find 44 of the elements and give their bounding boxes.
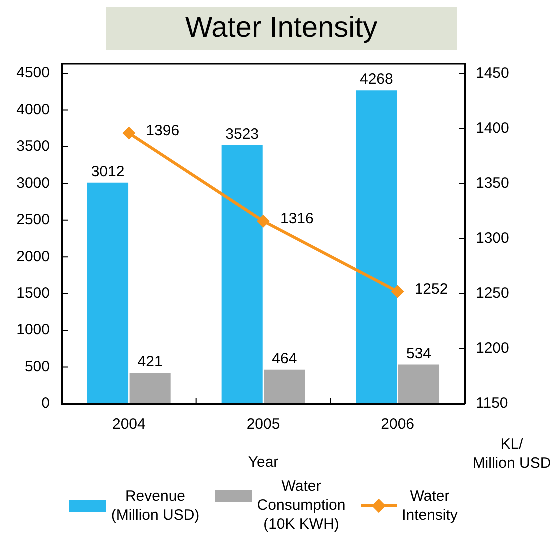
- x-tick-label: 2004: [112, 416, 146, 434]
- y-tick-label: 3000: [16, 174, 50, 192]
- data-label: 464: [272, 350, 298, 368]
- data-label: 4268: [360, 71, 394, 88]
- bar: [222, 145, 263, 404]
- legend-label: Revenue (Million USD): [110, 486, 200, 524]
- data-label: 1316: [280, 210, 314, 228]
- y-tick-label: 3500: [16, 138, 50, 156]
- point: [122, 126, 136, 140]
- data-label: 3012: [91, 163, 125, 180]
- y2-axis-title: KL/ Million USD: [472, 435, 552, 473]
- y-tick-label: 2000: [16, 248, 50, 266]
- bar: [87, 182, 129, 404]
- x-tick-label: 2006: [381, 416, 415, 434]
- y2-tick-label: 1300: [476, 230, 510, 248]
- y-tick-label: 4000: [16, 101, 50, 118]
- x-axis-title: Year: [248, 454, 279, 472]
- y-tick-label: 500: [24, 358, 50, 376]
- data-label: 3523: [226, 126, 260, 143]
- y-tick-label: 2500: [16, 212, 50, 229]
- data-label: 1396: [146, 122, 180, 140]
- legend-label: Water Intensity: [402, 486, 458, 524]
- bar: [356, 90, 398, 404]
- y2-tick-label: 1200: [476, 340, 510, 358]
- y2-tick-label: 1150: [476, 395, 508, 412]
- bar: [130, 373, 171, 404]
- point: [391, 285, 404, 298]
- y-tick-label: 0: [42, 395, 50, 412]
- chart-title: Water Intensity: [106, 7, 457, 50]
- data-label: 1252: [414, 280, 448, 298]
- y2-tick-label: 1350: [476, 175, 510, 192]
- y2-tick-label: 1400: [476, 120, 510, 138]
- bar: [398, 364, 440, 404]
- y2-tick-label: 1250: [476, 285, 510, 302]
- point: [257, 214, 270, 228]
- y-tick-label: 4500: [16, 64, 50, 82]
- data-label: 534: [406, 345, 432, 362]
- bar: [264, 370, 306, 404]
- y-tick-label: 1000: [16, 322, 50, 339]
- legend-label: Water Consumption (10K KWH): [256, 477, 346, 533]
- y-tick-label: 1500: [16, 284, 50, 302]
- data-label: 421: [138, 354, 163, 371]
- x-tick-label: 2005: [246, 416, 280, 434]
- y2-tick-label: 1450: [476, 65, 510, 82]
